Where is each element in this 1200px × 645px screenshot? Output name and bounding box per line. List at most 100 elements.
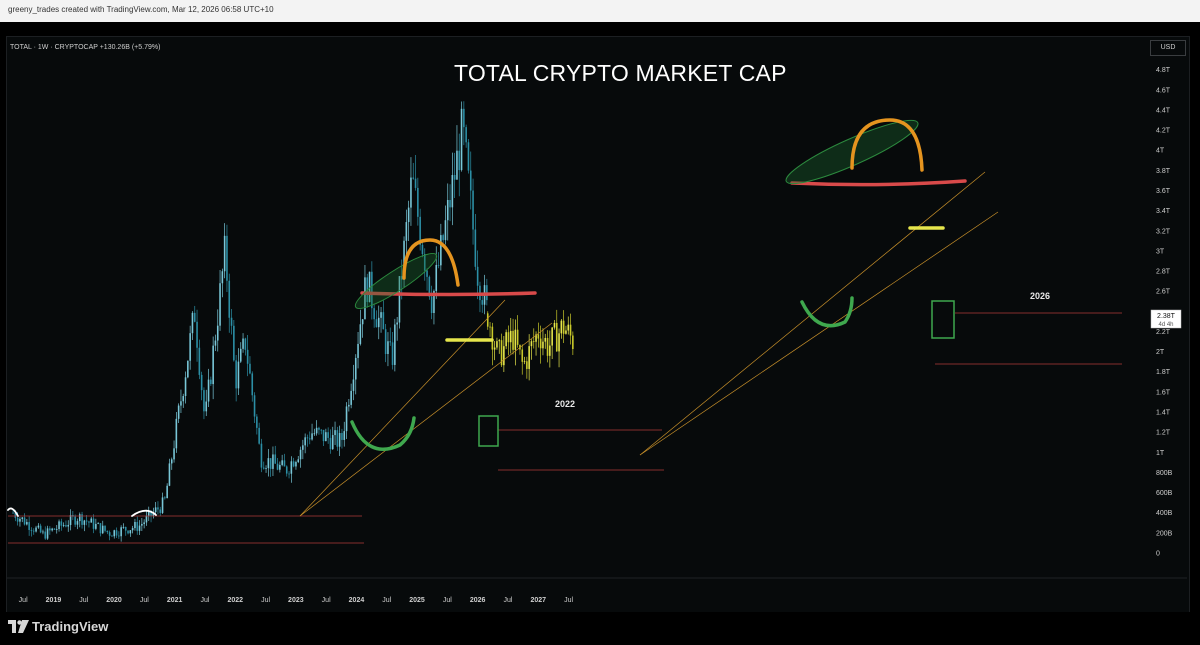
candle-body (53, 528, 56, 530)
candle-body (285, 466, 288, 474)
candle-body (486, 313, 489, 327)
candle-body (465, 127, 467, 143)
x-tick-label: Jul (322, 597, 331, 604)
top-arc (850, 118, 924, 172)
candle-body (308, 438, 311, 440)
candle-body (260, 443, 263, 468)
candle-body (430, 296, 433, 314)
candle-body (26, 522, 28, 525)
candle-body (500, 340, 503, 366)
candle-body (491, 326, 494, 350)
candle-body (377, 317, 380, 328)
candle-body (233, 325, 235, 361)
candle-body (313, 433, 316, 435)
candle-body (60, 521, 63, 526)
candle-body (331, 435, 334, 450)
candle-body (19, 518, 21, 522)
chart-title: TOTAL CRYPTO MARKET CAP (454, 60, 787, 86)
candle-body (546, 337, 549, 356)
candle-body (476, 266, 479, 286)
candle-body (453, 174, 456, 180)
candle-body (444, 220, 447, 241)
candle-body (134, 521, 136, 529)
candle-body (39, 525, 42, 533)
candle-body (182, 396, 185, 402)
candle-body (200, 374, 203, 391)
y-tick-label: 3T (1156, 248, 1165, 255)
candle-body (530, 341, 533, 347)
candle-body (267, 458, 270, 469)
candle-body (288, 473, 290, 475)
candle-body (560, 320, 563, 334)
candle-body (364, 277, 366, 320)
candle-body (58, 521, 60, 530)
y-tick-label: 2.6T (1156, 289, 1171, 296)
highlight-ellipse (354, 253, 438, 309)
candle-body (295, 462, 297, 467)
candle-body (170, 459, 173, 464)
currency-selector[interactable]: USD (1150, 40, 1186, 56)
candle-body (539, 338, 542, 349)
candle-body (496, 341, 498, 348)
candle-body (120, 527, 122, 537)
candle-body (290, 461, 293, 474)
candle-body (113, 530, 116, 537)
candle-body (304, 437, 306, 446)
x-tick-label: 2026 (470, 597, 486, 604)
candle-body (74, 516, 76, 525)
candle-body (145, 515, 148, 523)
x-tick-label: 2027 (530, 597, 546, 604)
x-tick-label: 2024 (349, 597, 365, 604)
candle-body (352, 379, 355, 391)
white-arc (7, 507, 19, 517)
candle-body (67, 524, 70, 527)
x-tick-label: Jul (443, 597, 452, 604)
candle-body (65, 525, 67, 527)
candle-body (272, 454, 274, 469)
candle-body (122, 526, 125, 528)
candle-body (489, 326, 491, 328)
candle-body (193, 312, 196, 322)
candle-body (348, 404, 350, 407)
candle-body (373, 308, 375, 320)
y-tick-label: 4.6T (1156, 87, 1171, 94)
candle-body (235, 360, 237, 389)
candle-body (62, 525, 65, 526)
candle-body (343, 431, 346, 440)
year-annotation: 2022 (555, 399, 575, 409)
candle-body (354, 357, 357, 380)
candle-body (410, 177, 412, 208)
candle-body (516, 329, 519, 345)
candle-body (306, 437, 309, 439)
candle-body (164, 497, 166, 499)
candle-body (95, 523, 97, 529)
candle-body (92, 518, 95, 529)
bottom-arc (350, 416, 416, 451)
candle-body (279, 464, 281, 470)
candle-body (318, 427, 320, 430)
candle-body (115, 530, 118, 536)
candle-body (458, 150, 461, 171)
candle-body (76, 521, 79, 525)
candle-body (555, 322, 558, 352)
candle-body (154, 507, 157, 513)
candle-body (253, 395, 256, 417)
y-tick-label: 400B (1156, 510, 1173, 517)
x-tick-label: Jul (19, 597, 28, 604)
candle-body (315, 427, 318, 434)
y-tick-label: 4.4T (1156, 107, 1171, 114)
y-tick-label: 2T (1156, 349, 1165, 356)
candle-body (419, 216, 421, 245)
candle-body (281, 460, 283, 465)
candle-body (127, 530, 129, 534)
candle-body (159, 509, 162, 513)
y-tick-label: 800B (1156, 470, 1173, 477)
candle-body (297, 459, 300, 463)
candle-body (223, 235, 226, 272)
candle-body (322, 429, 325, 442)
candle-body (28, 522, 30, 530)
chart-area[interactable] (6, 36, 1190, 614)
candle-body (143, 522, 145, 524)
candle-body (421, 244, 424, 255)
candle-body (292, 461, 295, 467)
